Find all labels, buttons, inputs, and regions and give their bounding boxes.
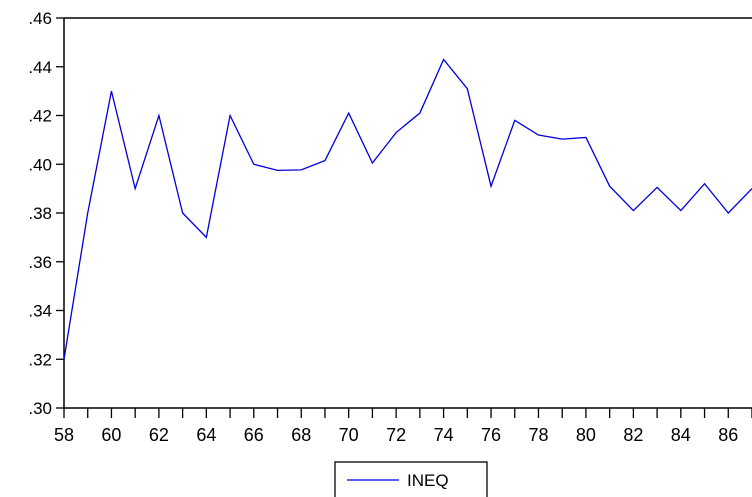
y-tick-label: .34 [28, 302, 52, 321]
x-tick-label: 74 [434, 425, 454, 445]
x-tick-label: 68 [291, 425, 311, 445]
series-layer [63, 58, 752, 360]
x-tick-label: 86 [718, 425, 738, 445]
x-tick-label: 82 [623, 425, 643, 445]
plot-frame [63, 17, 752, 409]
x-tick-label: 72 [386, 425, 406, 445]
y-tick-label: .38 [28, 204, 52, 223]
y-tick-label: .44 [28, 58, 52, 77]
y-axis: .30 .32 .34 .36 .38 .40 .42 .44 .46 [28, 9, 64, 418]
y-tick-label: .42 [28, 107, 52, 126]
y-tick-label: .30 [28, 399, 52, 418]
y-tick-label: .32 [28, 350, 52, 369]
y-tick-label: .40 [28, 155, 52, 174]
legend-label: INEQ [407, 471, 449, 490]
x-tick-label: 70 [339, 425, 359, 445]
legend: INEQ [334, 461, 488, 497]
x-tick-label: 62 [149, 425, 169, 445]
y-tick-label: .36 [28, 253, 52, 272]
x-tick-label: 84 [671, 425, 691, 445]
y-tick-label: .46 [28, 9, 52, 28]
x-tick-label: 78 [528, 425, 548, 445]
x-tick-label: 76 [481, 425, 501, 445]
legend-box [334, 461, 488, 497]
x-tick-label: 60 [101, 425, 121, 445]
x-tick-label: 58 [54, 425, 74, 445]
series-line-ineq [63, 58, 752, 360]
x-tick-label: 66 [244, 425, 264, 445]
x-axis: 58 60 62 64 66 68 70 72 74 76 78 80 82 84 86 [54, 408, 752, 445]
x-tick-label: 64 [196, 425, 216, 445]
x-tick-label: 80 [576, 425, 596, 445]
